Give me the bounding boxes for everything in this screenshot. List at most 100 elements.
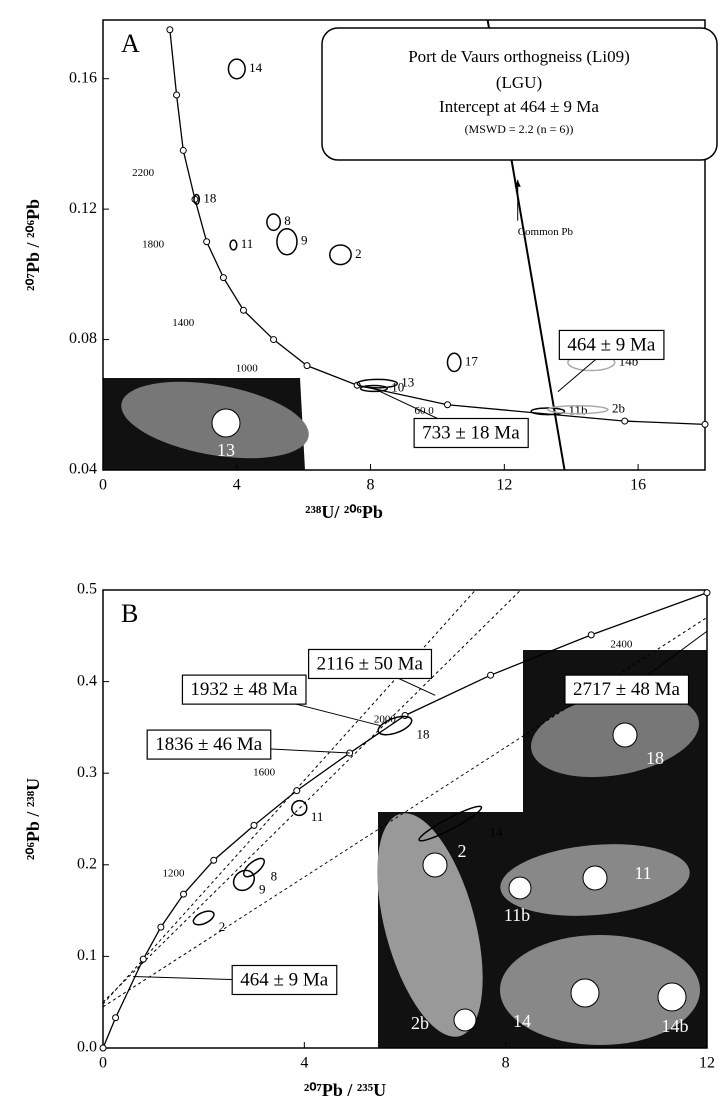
y-tick-label: 0.0 <box>77 1039 97 1056</box>
panel-label: A <box>121 29 140 58</box>
error-ellipse <box>242 857 266 878</box>
x-tick-label: 0 <box>99 1055 107 1072</box>
inset-label: 2 <box>458 841 467 861</box>
y-axis-title: ²⁰⁶Pb / ²³⁸U <box>23 778 43 860</box>
age-box <box>181 674 307 705</box>
ellipse-label: 8 <box>271 869 278 884</box>
error-ellipse <box>227 58 246 80</box>
concordia-point <box>587 631 595 639</box>
discordia-line <box>102 589 522 1003</box>
error-ellipse <box>418 805 483 842</box>
concordia-point <box>191 195 199 203</box>
spot <box>422 852 448 878</box>
age-box-text: 2717 ± 48 Ma <box>573 679 681 700</box>
age-box <box>558 329 665 361</box>
age-box-text: 1836 ± 46 Ma <box>155 734 263 755</box>
annotation-text: Common Pb <box>518 226 574 238</box>
plot-frame <box>102 19 706 471</box>
ellipse-label: 14 <box>249 60 263 75</box>
arrow-head <box>514 179 521 187</box>
concordia-point <box>210 856 218 864</box>
ellipse-label: 9 <box>301 233 308 248</box>
concordia-point <box>219 274 227 282</box>
age-box <box>231 964 338 996</box>
age-box <box>146 729 272 760</box>
concordia-point <box>166 26 174 34</box>
y-tick-label: 0.08 <box>69 330 97 347</box>
x-tick-label: 8 <box>367 477 375 494</box>
concordia-point <box>157 923 165 931</box>
age-label: 2400 <box>610 638 633 650</box>
concordia-point <box>270 336 278 344</box>
inset-label: 14 <box>513 1011 531 1031</box>
concordia-point <box>173 91 181 99</box>
x-tick-label: 4 <box>233 477 241 494</box>
y-tick-label: 0.2 <box>77 855 97 872</box>
ellipse-label: 2 <box>219 919 226 934</box>
y-tick-label: 0.5 <box>77 581 97 598</box>
inset-label: 13 <box>217 440 235 460</box>
legend-text: (MSWD = 2.2 (n = 6)) <box>465 122 574 136</box>
inset-label: 2b <box>411 1013 429 1033</box>
age-label: 60 0 <box>414 405 434 417</box>
error-ellipse <box>530 407 566 416</box>
concordia-point <box>701 420 709 428</box>
ellipse-label: 14 <box>490 825 504 840</box>
zircon <box>377 813 483 1037</box>
concordia-point <box>401 711 409 719</box>
ellipse-label: 10 <box>391 379 404 394</box>
y-tick-label: 0.16 <box>69 69 97 86</box>
legend-text: (LGU) <box>496 73 542 92</box>
concordia-point <box>179 146 187 154</box>
age-box <box>413 417 529 449</box>
y-tick-label: 0.1 <box>77 947 97 964</box>
x-tick-label: 0 <box>99 477 107 494</box>
spot <box>612 722 638 748</box>
age-box <box>308 648 433 680</box>
ellipse-label: 18 <box>417 727 430 742</box>
ellipse-label: 17 <box>465 353 479 368</box>
age-box-text: 464 ± 9 Ma <box>240 969 329 990</box>
legend-text: Intercept at 464 ± 9 Ma <box>439 97 599 116</box>
legend-text: Port de Vaurs orthogneiss (Li09) <box>408 47 630 66</box>
concordia-point <box>180 890 188 898</box>
y-tick-label: 0.4 <box>77 672 97 689</box>
concordia-point <box>443 401 451 409</box>
error-ellipse <box>547 405 609 415</box>
x-axis-title: ²³⁸U/ ²⁰⁶Pb <box>305 502 383 522</box>
x-tick-label: 8 <box>502 1055 510 1072</box>
age-box <box>564 674 690 705</box>
legend-box <box>321 27 718 161</box>
error-ellipse <box>192 910 215 926</box>
concordia-point <box>621 417 629 425</box>
ellipse-label: 9 <box>259 881 266 896</box>
error-ellipse <box>266 213 282 232</box>
concordia-point <box>139 955 147 963</box>
concordia-point <box>293 787 301 795</box>
x-axis-title: ²⁰⁷Pb / ²³⁵U <box>304 1080 386 1100</box>
error-ellipse <box>291 799 308 817</box>
age-label: 1200 <box>162 867 185 879</box>
spot <box>453 1008 477 1032</box>
age-label: 1800 <box>142 239 165 251</box>
age-label: 2200 <box>132 167 155 179</box>
error-ellipse <box>232 869 256 892</box>
ellipse-label: 18 <box>203 190 216 205</box>
y-tick-label: 0.3 <box>77 764 97 781</box>
spot <box>582 865 608 891</box>
error-ellipse <box>359 384 389 393</box>
ellipse-label: 2b <box>612 401 625 416</box>
inset-label: 18 <box>646 748 664 768</box>
inset-label: 14b <box>662 1016 689 1036</box>
error-ellipse <box>377 715 413 736</box>
age-label: 2000 <box>374 714 397 726</box>
age-box-text: 2116 ± 50 Ma <box>317 653 424 674</box>
concordia-point <box>703 589 711 597</box>
error-ellipse <box>229 239 238 251</box>
x-tick-label: 4 <box>300 1055 308 1072</box>
concordia-point <box>303 362 311 370</box>
error-ellipse <box>276 227 298 256</box>
age-box-text: 1932 ± 48 Ma <box>190 679 298 700</box>
panel: 18 2 11 11b 2b 14 14b 0 4 8 12 0.0 0.1 0.2 0.3 0.4 0.5 ²⁰… <box>23 581 715 1100</box>
